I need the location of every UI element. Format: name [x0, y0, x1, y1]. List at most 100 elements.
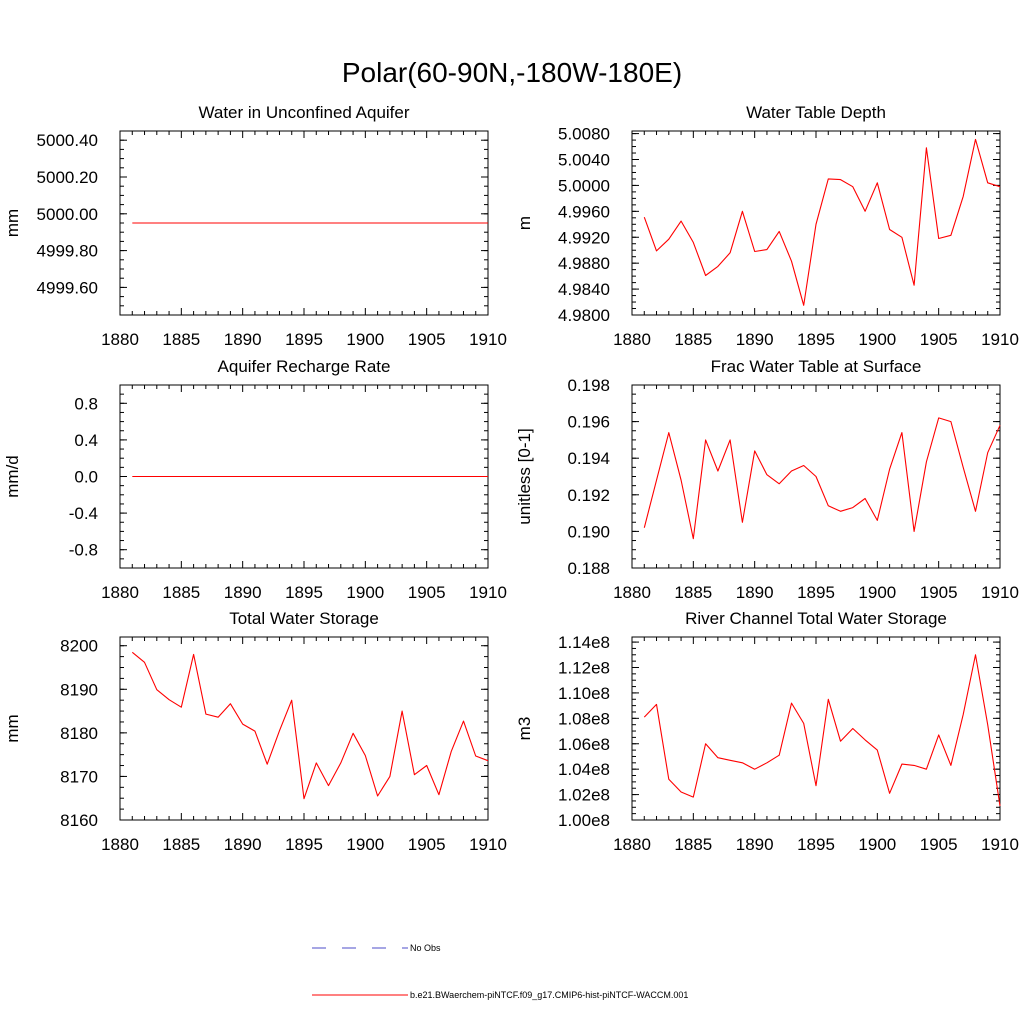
y-tick-label: 4999.80: [37, 242, 98, 261]
series-line-1: [131, 651, 489, 800]
x-tick-label: 1900: [858, 835, 896, 854]
y-tick-label: 8170: [60, 767, 98, 786]
x-tick-label: 1880: [101, 330, 139, 349]
x-tick-label: 1895: [797, 330, 835, 349]
x-tick-label: 1900: [346, 835, 384, 854]
y-tick-label: 5000.00: [37, 205, 98, 224]
x-tick-label: 1910: [469, 583, 507, 602]
x-tick-label: 1885: [674, 835, 712, 854]
y-tick-label: 4.9960: [558, 202, 610, 221]
chart-panel-2: Water Table Depth m 1880 1885 1890 1895 1900 19…: [515, 103, 1019, 349]
chart-panel-1: Water in Unconfined Aquifer mm 1880 1885 189…: [3, 103, 507, 349]
x-tick-label: 1880: [613, 835, 651, 854]
x-tick-label: 1885: [162, 583, 200, 602]
y-tick-label: 1.02e8: [558, 786, 610, 805]
x-tick-label: 1890: [224, 330, 262, 349]
y-tick-label: 5.0040: [558, 151, 610, 170]
x-tick-label: 1905: [408, 835, 446, 854]
x-tick-label: 1895: [797, 583, 835, 602]
series-line-1: [643, 417, 1001, 540]
y-tick-label: 0.192: [567, 486, 610, 505]
x-tick-label: 1880: [613, 330, 651, 349]
panel-title: Frac Water Table at Surface: [711, 357, 922, 376]
figure-title: Polar(60-90N,-180W-180E): [342, 57, 682, 88]
y-tick-label: 4999.60: [37, 278, 98, 297]
y-tick-label: 0.8: [74, 394, 98, 413]
x-tick-label: 1905: [920, 583, 958, 602]
plot-frame: [119, 636, 489, 821]
y-tick-label: 0.196: [567, 413, 610, 432]
y-tick-label: 0.0: [74, 468, 98, 487]
plot-frame: [631, 636, 1001, 821]
y-tick-label: 1.12e8: [558, 659, 610, 678]
x-tick-label: 1895: [285, 835, 323, 854]
y-axis-label: unitless [0-1]: [515, 428, 534, 524]
x-tick-label: 1905: [408, 583, 446, 602]
x-tick-label: 1895: [797, 835, 835, 854]
panel-title: Aquifer Recharge Rate: [218, 357, 391, 376]
y-tick-label: 8190: [60, 680, 98, 699]
x-tick-label: 1910: [981, 330, 1019, 349]
panels: Water in Unconfined Aquifer mm 1880 1885 189…: [3, 103, 1019, 854]
y-tick-label: 1.04e8: [558, 760, 610, 779]
y-axis-label: mm/d: [3, 455, 22, 498]
y-tick-label: 0.198: [567, 376, 610, 395]
x-tick-label: 1900: [346, 330, 384, 349]
y-tick-label: 0.194: [567, 449, 610, 468]
x-tick-label: 1910: [469, 835, 507, 854]
panel-title: Water in Unconfined Aquifer: [198, 103, 409, 122]
x-tick-label: 1905: [920, 330, 958, 349]
panel-title: Water Table Depth: [746, 103, 886, 122]
x-tick-label: 1900: [858, 330, 896, 349]
y-tick-label: 1.00e8: [558, 811, 610, 830]
panel-title: Total Water Storage: [229, 609, 379, 628]
x-tick-label: 1880: [613, 583, 651, 602]
y-tick-label: 5.0080: [558, 125, 610, 144]
x-tick-label: 1885: [674, 583, 712, 602]
panel-title: River Channel Total Water Storage: [685, 609, 947, 628]
chart-panel-4: Frac Water Table at Surface unitless [0-1…: [515, 357, 1019, 602]
y-tick-label: 1.14e8: [558, 633, 610, 652]
legend-label-no-obs: No Obs: [410, 943, 441, 953]
legend-label-model: b.e21.BWaerchem-piNTCF.f09_g17.CMIP6-his…: [410, 990, 688, 1000]
x-tick-label: 1885: [162, 835, 200, 854]
y-tick-label: 1.10e8: [558, 684, 610, 703]
chart-panel-3: Aquifer Recharge Rate mm/d 1880 1885 1890 189…: [3, 357, 507, 602]
y-tick-label: 4.9880: [558, 254, 610, 273]
x-tick-label: 1890: [736, 330, 774, 349]
y-axis-label: m: [515, 216, 534, 230]
x-tick-label: 1910: [469, 330, 507, 349]
series-line-1: [643, 654, 1001, 807]
x-tick-label: 1900: [346, 583, 384, 602]
y-tick-label: -0.4: [69, 504, 98, 523]
chart-panel-5: Total Water Storage mm 1880 1885 1890 1895 190…: [3, 609, 507, 854]
x-tick-label: 1895: [285, 583, 323, 602]
x-tick-label: 1910: [981, 583, 1019, 602]
y-tick-label: 0.4: [74, 431, 98, 450]
y-tick-label: 4.9800: [558, 306, 610, 325]
series-line-1: [643, 138, 1001, 306]
x-tick-label: 1905: [408, 330, 446, 349]
x-tick-label: 1890: [224, 835, 262, 854]
y-tick-label: 1.08e8: [558, 709, 610, 728]
y-tick-label: 0.190: [567, 522, 610, 541]
y-axis-label: mm: [3, 714, 22, 742]
x-tick-label: 1910: [981, 835, 1019, 854]
x-tick-label: 1890: [224, 583, 262, 602]
y-tick-label: 8180: [60, 724, 98, 743]
x-tick-label: 1905: [920, 835, 958, 854]
y-axis-label: m3: [515, 717, 534, 741]
y-tick-label: 4.9920: [558, 228, 610, 247]
y-tick-label: 8160: [60, 811, 98, 830]
y-tick-label: 1.06e8: [558, 735, 610, 754]
x-tick-label: 1895: [285, 330, 323, 349]
y-axis-label: mm: [3, 209, 22, 237]
y-tick-label: 5.0000: [558, 176, 610, 195]
x-tick-label: 1900: [858, 583, 896, 602]
y-tick-label: 4.9840: [558, 280, 610, 299]
x-tick-label: 1890: [736, 583, 774, 602]
y-tick-label: 5000.20: [37, 168, 98, 187]
x-tick-label: 1885: [162, 330, 200, 349]
